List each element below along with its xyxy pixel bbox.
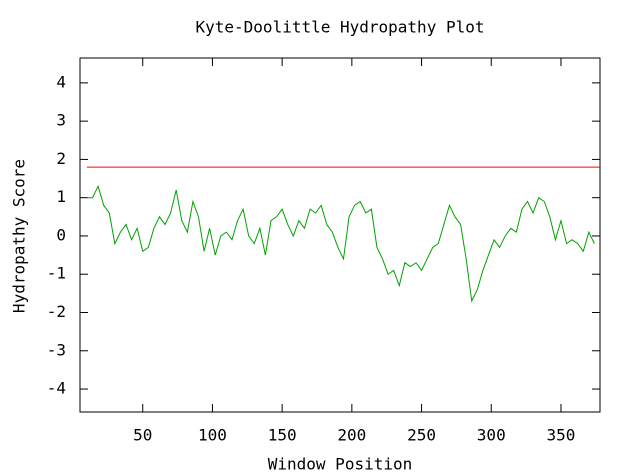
- x-tick-label: 200: [337, 426, 366, 445]
- y-tick-label: -4: [47, 379, 66, 398]
- plot-frame: [79, 57, 601, 413]
- x-axis-label: Window Position: [268, 455, 413, 474]
- x-tick-label: 300: [477, 426, 506, 445]
- y-tick-label: -1: [47, 264, 66, 283]
- data-line: [86, 184, 595, 303]
- x-tick-label: 150: [268, 426, 297, 445]
- x-tick-label: 350: [547, 426, 576, 445]
- y-tick-label: 1: [56, 187, 66, 206]
- chart-title: Kyte-Doolittle Hydropathy Plot: [196, 18, 485, 37]
- y-tick-label: 0: [56, 225, 66, 244]
- y-tick-label: -3: [47, 340, 66, 359]
- y-tick-label: 4: [56, 72, 66, 91]
- y-tick-label: 2: [56, 149, 66, 168]
- y-axis-label: Hydropathy Score: [10, 159, 29, 313]
- x-tick-label: 50: [133, 426, 152, 445]
- x-tick-label: 100: [198, 426, 227, 445]
- y-tick-label: -2: [47, 302, 66, 321]
- x-tick-label: 250: [407, 426, 436, 445]
- y-tick-label: 3: [56, 111, 66, 130]
